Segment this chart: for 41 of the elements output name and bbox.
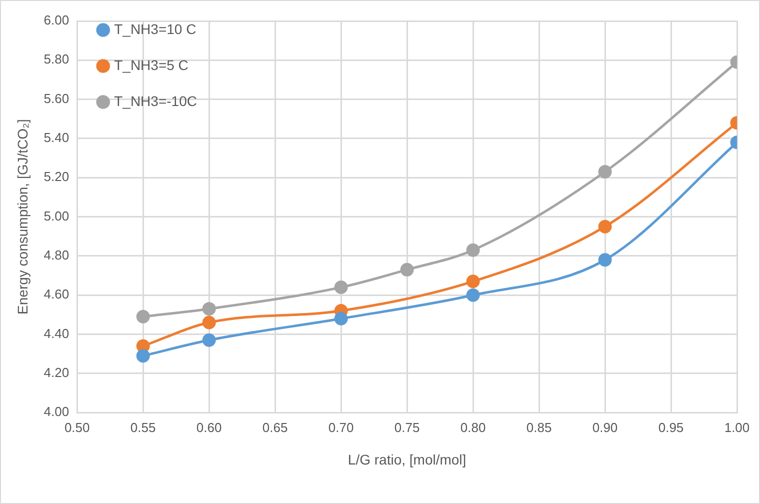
- legend-label: T_NH3=10 C: [114, 20, 196, 37]
- point: [334, 280, 348, 294]
- y-tick-label: 5.40: [44, 130, 70, 146]
- y-tick-label: 5.60: [44, 90, 70, 106]
- point: [466, 243, 480, 257]
- y-tick-label: 5.20: [44, 169, 70, 184]
- x-tick-label: 0.85: [526, 420, 552, 435]
- point: [466, 288, 480, 302]
- legend-label: T_NH3=-10C: [114, 92, 197, 109]
- point: [136, 310, 150, 324]
- y-tick-label: 4.60: [44, 286, 70, 302]
- x-tick-label: 0.90: [592, 420, 618, 435]
- x-tick-label: 0.60: [196, 420, 222, 435]
- x-tick-label: 0.75: [394, 420, 420, 435]
- x-tick-label: 0.55: [130, 420, 156, 435]
- point: [202, 316, 216, 330]
- point: [202, 333, 216, 347]
- point: [598, 220, 612, 234]
- x-tick-label: 0.50: [64, 420, 90, 435]
- y-axis-title: Energy consumption, [GJ/tCO₂]: [14, 119, 30, 314]
- point: [400, 262, 414, 276]
- y-tick-label: 4.40: [44, 326, 70, 341]
- point: [136, 349, 150, 363]
- y-tick-label: 5.00: [44, 208, 70, 224]
- point: [466, 274, 480, 288]
- x-tick-label: 0.95: [658, 420, 684, 435]
- y-tick-label: 6.00: [44, 12, 70, 28]
- point: [202, 302, 216, 316]
- y-tick-label: 4.00: [44, 404, 70, 420]
- x-tick-label: 0.70: [328, 420, 354, 435]
- x-axis-title: L/G ratio, [mol/mol]: [348, 451, 466, 468]
- point: [334, 312, 348, 326]
- point: [598, 165, 612, 179]
- y-tick-label: 4.80: [44, 248, 70, 263]
- legend-label: T_NH3=5 C: [114, 56, 188, 73]
- x-tick-label: 1.00: [724, 420, 750, 435]
- point: [598, 253, 612, 267]
- y-tick-label: 5.80: [44, 52, 70, 67]
- x-tick-label: 0.80: [460, 420, 486, 435]
- x-tick-label: 0.65: [262, 420, 288, 435]
- y-tick-label: 4.20: [44, 365, 70, 380]
